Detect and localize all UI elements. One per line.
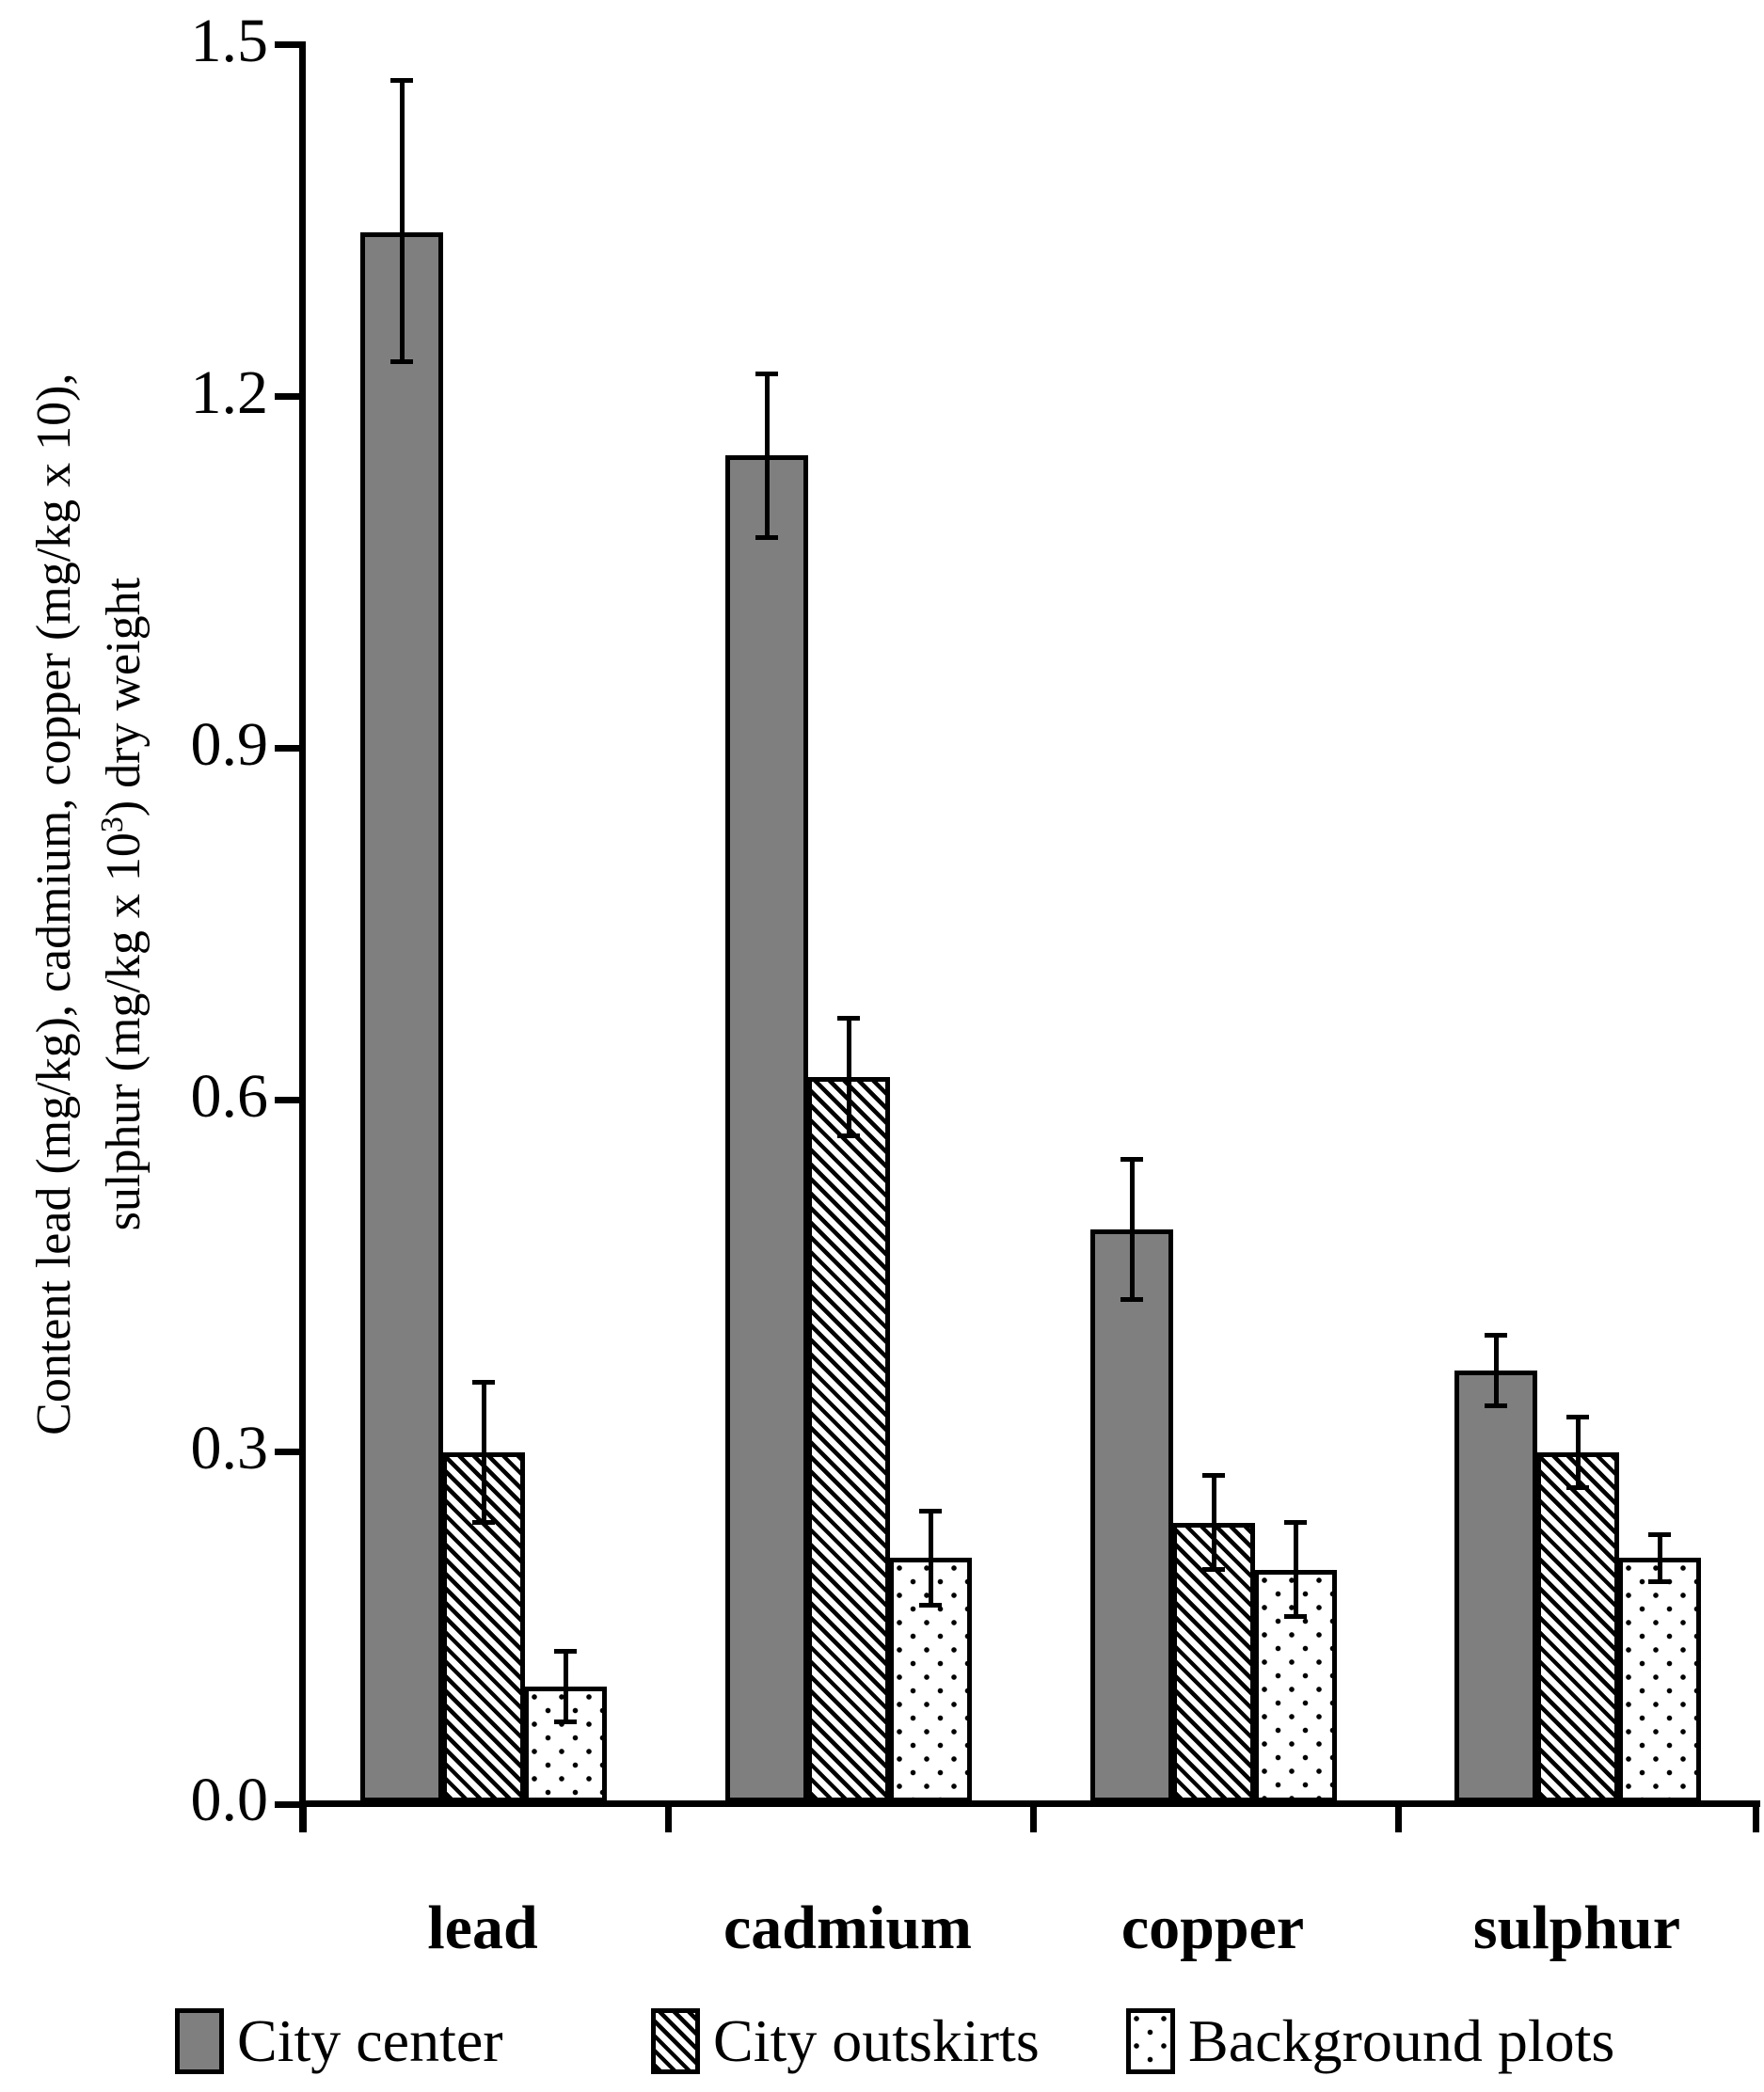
x-axis-tick-3: [1394, 1804, 1402, 1832]
legend-item-city-outskirts: City outskirts: [651, 2000, 1040, 2083]
error-bar-cap-top-copper-0: [1120, 1156, 1143, 1162]
legend-label-city-center: City center: [237, 2007, 503, 2074]
x-axis-tick-0: [299, 1804, 307, 1832]
legend-swatch-background-plots: [1126, 2008, 1175, 2074]
error-bar-cap-top-copper-2: [1284, 1520, 1307, 1526]
y-axis-tick-label-0.3: 0.3: [190, 1413, 269, 1482]
bar-sulphur-city-outskirts: [1536, 1451, 1619, 1802]
error-bar-cadmium-2: [928, 1511, 933, 1606]
error-bar-cap-bottom-sulphur-2: [1648, 1578, 1671, 1584]
error-bar-cap-top-copper-1: [1202, 1473, 1225, 1479]
error-bar-cap-bottom-lead-2: [554, 1720, 577, 1725]
error-bar-copper-0: [1129, 1159, 1135, 1300]
y-axis-label-line1: Content lead (mg/kg), cadmium, copper (m…: [26, 372, 81, 1435]
y-axis-tick-1.2: [275, 393, 299, 401]
error-bar-cap-top-cadmium-0: [755, 371, 778, 376]
error-bar-sulphur-2: [1657, 1534, 1662, 1582]
bar-sulphur-city-center: [1454, 1370, 1537, 1802]
error-bar-cap-top-cadmium-1: [837, 1016, 860, 1022]
error-bar-cap-top-lead-1: [472, 1379, 495, 1385]
y-axis-tick-label-0.0: 0.0: [190, 1766, 269, 1834]
bar-cadmium-background-plots: [889, 1558, 972, 1802]
error-bar-cap-top-sulphur-1: [1566, 1415, 1589, 1420]
error-bar-cap-bottom-sulphur-1: [1566, 1484, 1589, 1490]
error-bar-cap-top-lead-2: [554, 1649, 577, 1655]
y-axis-tick-0.0: [275, 1800, 299, 1808]
error-bar-cap-bottom-lead-1: [472, 1520, 495, 1526]
error-bar-sulphur-1: [1575, 1417, 1581, 1488]
error-bar-copper-1: [1211, 1475, 1216, 1570]
y-axis-tick-1.5: [275, 41, 299, 49]
error-bar-cap-bottom-copper-2: [1284, 1614, 1307, 1620]
error-bar-lead-0: [399, 80, 405, 362]
error-bar-cap-top-sulphur-2: [1648, 1531, 1671, 1537]
y-axis-tick-label-1.5: 1.5: [190, 6, 269, 75]
error-bar-sulphur-0: [1493, 1335, 1499, 1406]
x-axis-tick-1: [664, 1804, 672, 1832]
error-bar-lead-1: [481, 1382, 486, 1523]
category-label-cadmium: cadmium: [723, 1894, 972, 1962]
legend-swatch-city-outskirts: [651, 2008, 700, 2074]
y-axis-tick-label-0.9: 0.9: [190, 709, 269, 779]
legend-swatch-city-center: [175, 2008, 224, 2074]
x-axis-tick-2: [1029, 1804, 1037, 1832]
x-axis-line: [299, 1800, 1760, 1807]
error-bar-copper-2: [1293, 1522, 1298, 1617]
y-axis-tick-0.6: [275, 1097, 299, 1104]
error-bar-cap-bottom-lead-0: [390, 359, 413, 365]
bar-copper-city-center: [1090, 1229, 1173, 1802]
bar-sulphur-background-plots: [1618, 1558, 1701, 1802]
bar-cadmium-city-center: [725, 455, 808, 1802]
error-bar-lead-2: [563, 1651, 568, 1722]
legend-label-city-outskirts: City outskirts: [713, 2007, 1040, 2074]
error-bar-cap-bottom-copper-1: [1202, 1567, 1225, 1573]
legend-label-background-plots: Background plots: [1188, 2007, 1615, 2074]
x-axis-tick-4: [1752, 1804, 1759, 1832]
y-axis-label: Content lead (mg/kg), cadmium, copper (m…: [25, 10, 153, 1798]
error-bar-cap-bottom-cadmium-0: [755, 535, 778, 541]
error-bar-cadmium-1: [846, 1018, 851, 1136]
error-bar-cadmium-0: [764, 373, 770, 538]
y-axis-tick-0.9: [275, 745, 299, 753]
y-axis-tick-label-1.2: 1.2: [190, 357, 269, 427]
y-axis-tick-label-0.6: 0.6: [190, 1061, 269, 1131]
error-bar-cap-bottom-sulphur-0: [1485, 1403, 1507, 1408]
error-bar-cap-top-sulphur-0: [1485, 1332, 1507, 1338]
y-axis-line: [299, 41, 306, 1832]
category-label-copper: copper: [1120, 1894, 1305, 1962]
legend-item-background-plots: Background plots: [1126, 2000, 1614, 2083]
bar-lead-city-center: [360, 232, 443, 1802]
error-bar-cap-bottom-copper-0: [1120, 1297, 1143, 1303]
superscript-3: 3: [94, 816, 130, 833]
error-bar-cap-top-lead-0: [390, 77, 413, 83]
error-bar-cap-top-cadmium-2: [919, 1508, 942, 1514]
legend-item-city-center: City center: [175, 2000, 503, 2083]
error-bar-cap-bottom-cadmium-2: [919, 1602, 942, 1608]
category-label-sulphur: sulphur: [1472, 1894, 1681, 1962]
y-axis-label-line2: sulphur (mg/kg x 103) dry weight: [94, 577, 151, 1231]
error-bar-cap-bottom-cadmium-1: [837, 1133, 860, 1138]
bar-cadmium-city-outskirts: [807, 1077, 890, 1802]
category-label-lead: lead: [427, 1894, 538, 1962]
y-axis-tick-0.3: [275, 1449, 299, 1456]
